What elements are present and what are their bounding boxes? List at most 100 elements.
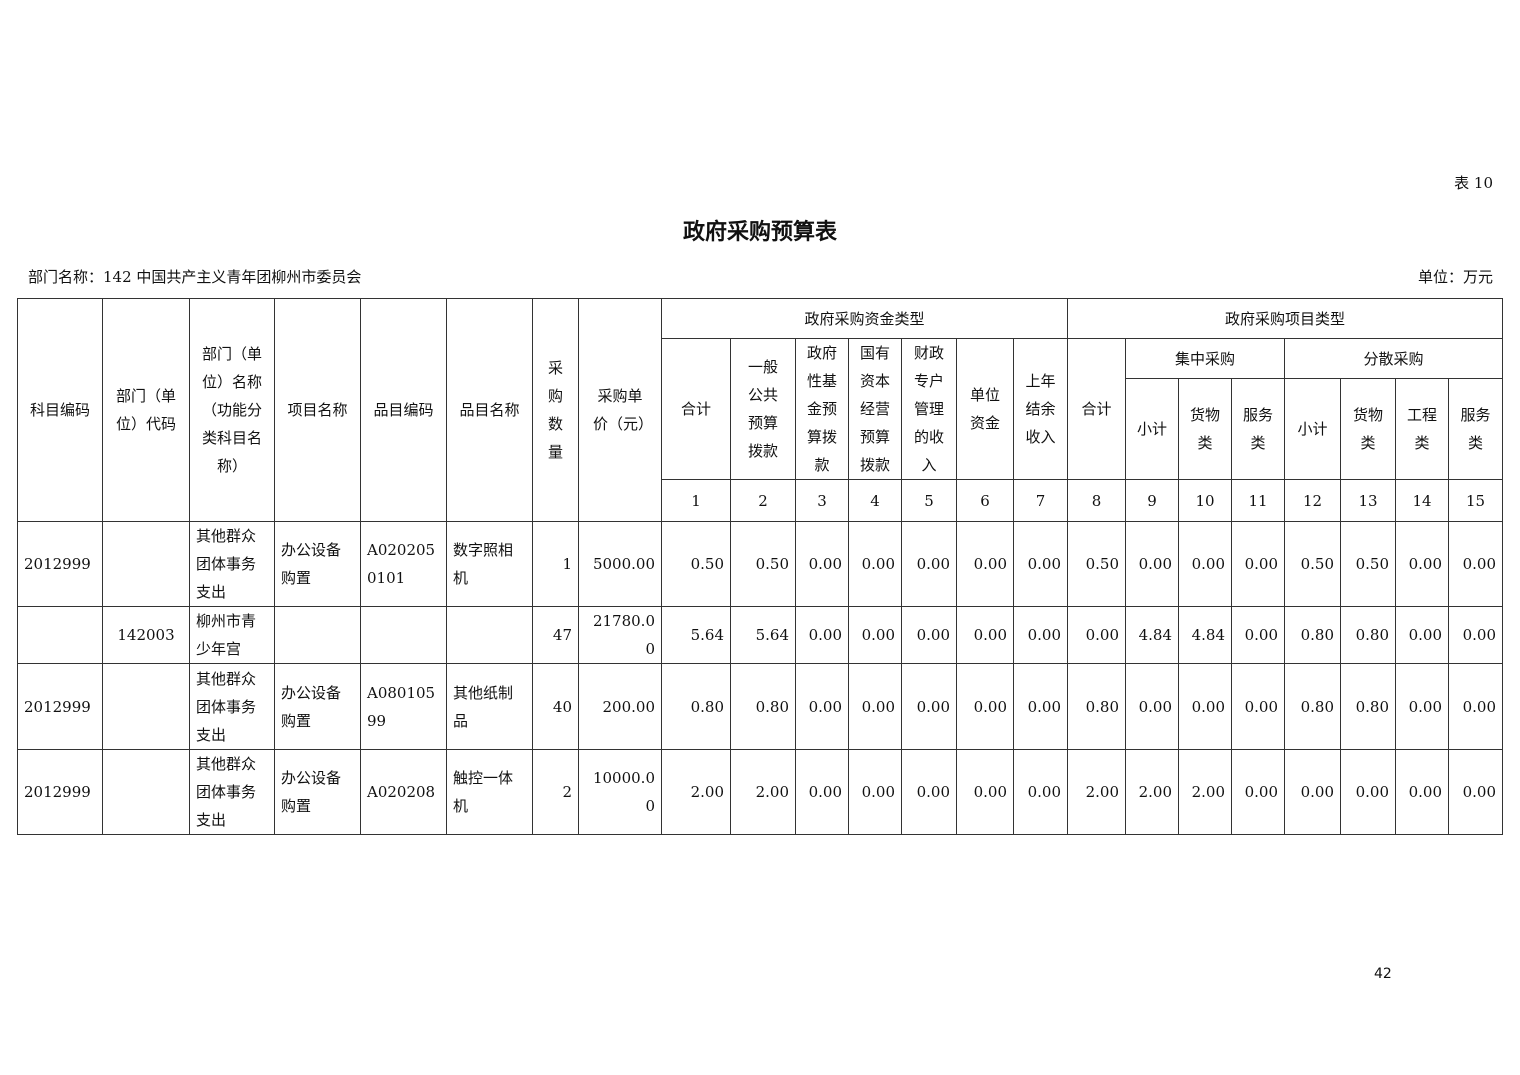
- amount-cell: 0.00: [1012, 663, 1069, 750]
- amount-cell: 0.80: [661, 663, 731, 750]
- header-fund-col: 上年结余收入: [1012, 338, 1069, 480]
- table-row: 2012999 其他群众团体事务支出 办公设备购置 A08010599 其他纸制品 40 2…: [17, 663, 1504, 750]
- item-name-cell: 数字照相机: [446, 521, 533, 607]
- header-quantity: 采购数量: [532, 298, 579, 522]
- amount-cell: 4.84: [1125, 606, 1180, 664]
- amount-cell: 0.00: [1448, 663, 1504, 750]
- amount-cell: 0.80: [1284, 606, 1342, 664]
- header-fund-col: 政府性基金预算拨款: [795, 338, 849, 480]
- project-name-cell: 办公设备购置: [274, 749, 361, 835]
- header-project-type: 政府采购项目类型: [1067, 298, 1504, 339]
- dept-code-cell: [102, 521, 190, 607]
- amount-cell: 0.00: [1125, 521, 1180, 607]
- amount-cell: 0.00: [1340, 749, 1397, 835]
- amount-cell: 0.00: [848, 606, 902, 664]
- project-name-cell: 办公设备购置: [274, 663, 361, 750]
- header-column-number: 6: [956, 479, 1014, 522]
- header-column-number: 7: [1012, 479, 1069, 522]
- dept-name-cell: 其他群众团体事务支出: [189, 749, 275, 835]
- unit-price-cell: 200.00: [578, 663, 662, 750]
- amount-cell: 2.00: [730, 749, 796, 835]
- amount-cell: 0.00: [1012, 606, 1069, 664]
- header-column-number: 4: [848, 479, 902, 522]
- page-title: 政府采购预算表: [682, 219, 837, 245]
- dept-name-cell: 其他群众团体事务支出: [189, 521, 275, 607]
- quantity-cell: 2: [532, 749, 579, 835]
- header-column-number: 14: [1395, 479, 1450, 522]
- amount-cell: 0.50: [661, 521, 731, 607]
- table-row: 142003 柳州市青少年宫 47 21780.00 5.64 5.64 0.00 0.00 0…: [17, 606, 1504, 664]
- quantity-cell: 47: [532, 606, 579, 664]
- header-fund-col: 一般公共预算拨款: [730, 338, 796, 480]
- header-decentralized: 分散采购: [1284, 337, 1504, 380]
- amount-cell: 0.00: [956, 521, 1014, 607]
- amount-cell: 2.00: [1178, 749, 1233, 835]
- subject-code-cell: 2012999: [17, 521, 103, 607]
- header-dept-name: 部门（单位）名称（功能分类科目名称）: [189, 298, 275, 522]
- header-centralized-col: 货物类: [1178, 378, 1233, 480]
- header-column-number: 12: [1284, 479, 1342, 522]
- amount-cell: 0.00: [795, 521, 849, 607]
- amount-cell: 0.00: [848, 749, 902, 835]
- amount-cell: 0.00: [901, 606, 957, 664]
- amount-cell: 0.00: [1395, 663, 1450, 750]
- dept-code-cell: [102, 749, 190, 835]
- amount-cell: 0.00: [1448, 606, 1504, 664]
- amount-cell: 0.00: [1448, 749, 1504, 835]
- table-number: 表 10: [1454, 174, 1493, 192]
- amount-cell: 0.00: [1395, 521, 1450, 607]
- subject-code-cell: [17, 606, 103, 664]
- item-code-cell: A0202050101: [360, 521, 447, 607]
- amount-cell: 0.00: [1178, 663, 1233, 750]
- department-name: 142 中国共产主义青年团柳州市委员会: [103, 268, 362, 286]
- subject-code-cell: 2012999: [17, 749, 103, 835]
- amount-cell: 0.00: [1067, 606, 1127, 664]
- header-column-number: 5: [901, 479, 957, 522]
- amount-cell: 0.00: [901, 663, 957, 750]
- amount-cell: 0.50: [1284, 521, 1342, 607]
- header-subject-code: 科目编码: [17, 298, 103, 522]
- header-project-name: 项目名称: [274, 298, 361, 522]
- header-column-number: 9: [1125, 479, 1180, 522]
- amount-cell: 2.00: [1067, 749, 1127, 835]
- amount-cell: 0.00: [795, 663, 849, 750]
- header-item-name: 品目名称: [446, 298, 533, 522]
- header-unit-price: 采购单价（元）: [578, 298, 662, 522]
- quantity-cell: 40: [532, 663, 579, 750]
- dept-code-cell: 142003: [102, 606, 190, 664]
- amount-cell: 0.80: [730, 663, 796, 750]
- unit-price-cell: 21780.00: [578, 606, 662, 664]
- header-column-number: 15: [1448, 479, 1504, 522]
- header-decentralized-col: 货物类: [1340, 378, 1397, 480]
- amount-cell: 0.00: [1395, 749, 1450, 835]
- header-column-number: 3: [795, 479, 849, 522]
- amount-cell: 0.00: [1231, 606, 1286, 664]
- item-name-cell: [446, 606, 533, 664]
- amount-cell: 0.80: [1340, 606, 1397, 664]
- table-row: 2012999 其他群众团体事务支出 办公设备购置 A0202050101 数字照相机 1…: [17, 521, 1504, 607]
- amount-cell: 0.00: [1284, 749, 1342, 835]
- amount-cell: 0.50: [1340, 521, 1397, 607]
- header-centralized-col: 小计: [1125, 378, 1180, 480]
- header-decentralized-col: 工程类: [1395, 378, 1450, 480]
- amount-cell: 2.00: [1125, 749, 1180, 835]
- quantity-cell: 1: [532, 521, 579, 607]
- amount-cell: 0.00: [901, 521, 957, 607]
- amount-cell: 0.00: [848, 663, 902, 750]
- header-decentralized-col: 服务类: [1448, 378, 1504, 480]
- amount-cell: 2.00: [661, 749, 731, 835]
- header-fund-col: 国有资本经营预算拨款: [848, 338, 902, 480]
- amount-cell: 0.00: [1178, 521, 1233, 607]
- unit-price-cell: 5000.00: [578, 521, 662, 607]
- amount-cell: 0.00: [956, 749, 1014, 835]
- header-project-total: 合计: [1067, 338, 1127, 480]
- unit-price-cell: 10000.00: [578, 749, 662, 835]
- unit-label: 单位：万元: [1417, 268, 1493, 286]
- header-column-number: 1: [661, 479, 731, 522]
- amount-cell: 0.00: [1395, 606, 1450, 664]
- header-fund-type: 政府采购资金类型: [660, 298, 1069, 339]
- item-code-cell: A020208: [360, 749, 447, 835]
- amount-cell: 0.00: [1231, 521, 1286, 607]
- project-name-cell: 办公设备购置: [274, 521, 361, 607]
- item-name-cell: 其他纸制品: [446, 663, 533, 750]
